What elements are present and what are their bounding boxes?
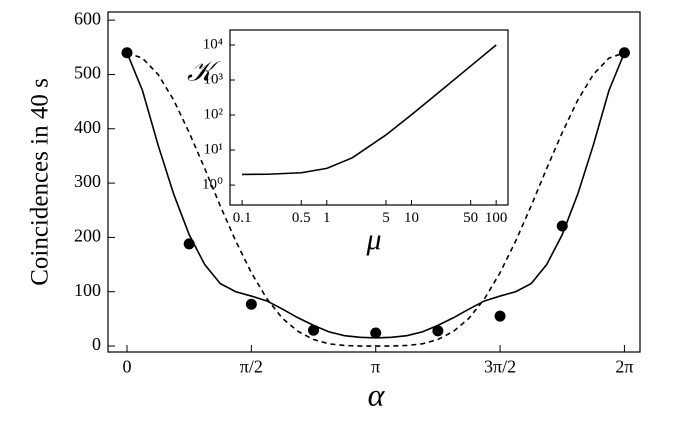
y-tick-label: 500 (74, 63, 101, 83)
y-axis-label: Coincidences in 40 s (27, 78, 54, 286)
curve (242, 44, 497, 176)
x-tick-label: 0.5 (292, 210, 311, 226)
y-tick-label: 300 (74, 171, 101, 191)
x-tick-label: 0 (123, 356, 132, 376)
y-tick-label: 10⁴ (203, 36, 223, 52)
data-point (618, 47, 630, 59)
data-point (494, 310, 506, 322)
x-tick-label: 1 (323, 210, 331, 226)
data-point (183, 238, 195, 250)
y-tick-label: 10² (204, 106, 224, 122)
x-tick-label: 2π (615, 356, 633, 376)
y-tick-label: 100 (74, 280, 101, 300)
y-tick-label: 10⁰ (202, 177, 223, 193)
data-point (121, 47, 133, 59)
x-tick-label: 0.1 (233, 210, 252, 226)
data-point (245, 298, 257, 310)
x-tick-label: 3π/2 (484, 356, 516, 376)
x-tick-label: π/2 (240, 356, 263, 376)
x-tick-label: 5 (382, 210, 390, 226)
data-point (432, 325, 444, 337)
inset-frame (229, 29, 509, 206)
data-point (370, 327, 382, 339)
plot-frame (107, 11, 641, 353)
y-tick-label: 200 (74, 226, 101, 246)
x-axis-label: α (368, 376, 386, 412)
y-tick-label: 0 (92, 334, 101, 354)
curve (126, 51, 625, 347)
x-tick-label: 100 (485, 210, 508, 226)
x-tick-label: 10 (404, 210, 419, 226)
inset-x-axis-label: μ (365, 223, 381, 256)
y-tick-label: 10¹ (204, 141, 224, 157)
data-point (308, 324, 320, 336)
y-tick-label: 400 (74, 117, 101, 137)
x-tick-label: 50 (463, 210, 478, 226)
y-tick-label: 600 (74, 8, 101, 28)
y-tick-label: 10³ (204, 71, 224, 87)
curve (126, 52, 626, 339)
data-point (556, 220, 568, 232)
x-tick-label: π (371, 356, 380, 376)
